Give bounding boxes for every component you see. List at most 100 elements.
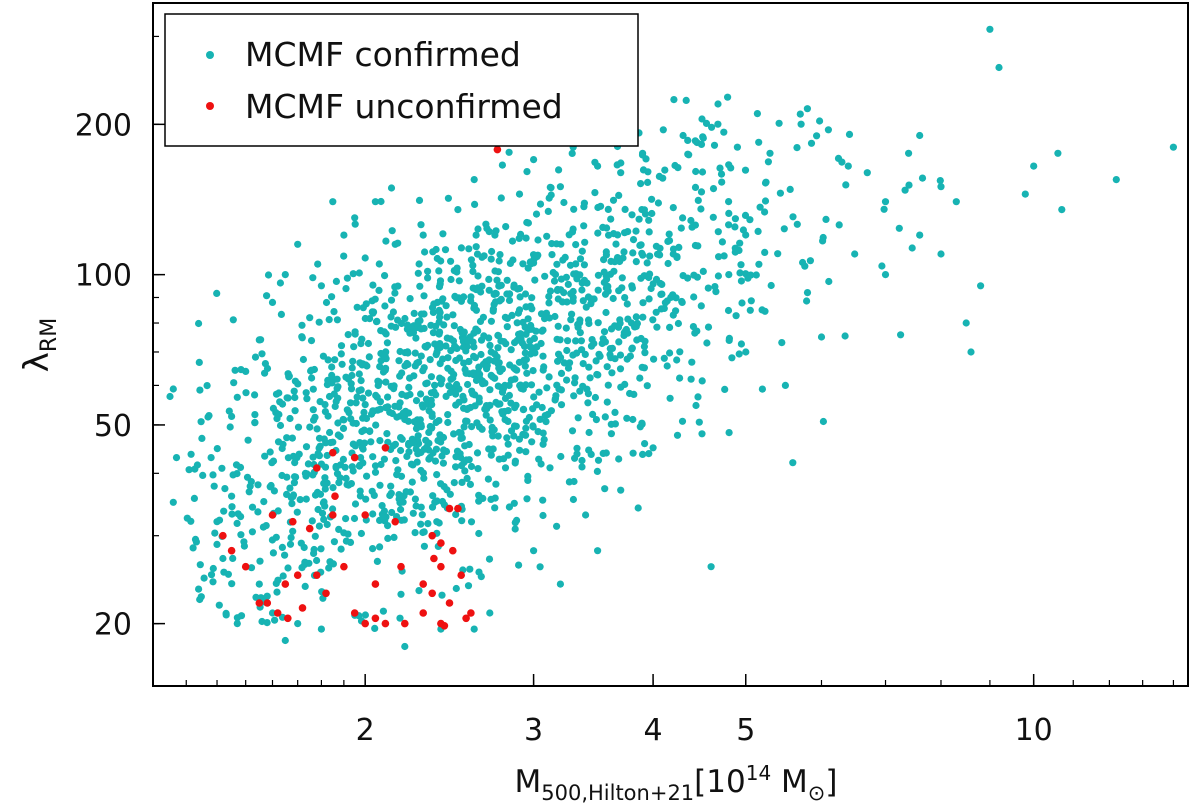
point-confirmed	[183, 514, 191, 522]
point-confirmed	[523, 369, 531, 377]
point-confirmed	[557, 401, 566, 409]
point-confirmed	[728, 354, 736, 362]
point-confirmed	[611, 408, 619, 416]
point-confirmed	[578, 463, 586, 471]
point-confirmed	[599, 335, 607, 343]
point-confirmed	[367, 438, 375, 446]
point-confirmed	[531, 349, 539, 357]
point-confirmed	[698, 168, 707, 176]
point-confirmed	[398, 435, 406, 443]
point-confirmed	[207, 571, 216, 579]
point-unconfirmed	[419, 580, 428, 588]
point-confirmed	[195, 585, 203, 593]
point-confirmed	[443, 334, 451, 342]
point-confirmed	[451, 342, 459, 350]
point-confirmed	[353, 393, 361, 401]
point-confirmed	[229, 316, 237, 324]
point-confirmed	[357, 454, 365, 462]
point-confirmed	[228, 492, 236, 500]
point-confirmed	[372, 421, 380, 429]
point-confirmed	[479, 380, 487, 388]
point-confirmed	[472, 325, 480, 333]
point-confirmed	[754, 227, 762, 235]
point-confirmed	[371, 462, 380, 470]
point-confirmed	[612, 240, 620, 248]
point-confirmed	[468, 387, 476, 395]
point-confirmed	[340, 252, 348, 260]
point-confirmed	[676, 374, 684, 382]
point-confirmed	[596, 352, 604, 360]
point-confirmed	[594, 319, 602, 327]
point-confirmed	[334, 383, 342, 391]
point-confirmed	[742, 231, 750, 239]
point-confirmed	[436, 309, 444, 317]
point-confirmed	[633, 336, 641, 344]
point-confirmed	[591, 393, 600, 402]
point-confirmed	[233, 519, 241, 528]
point-confirmed	[355, 387, 363, 395]
point-confirmed	[675, 243, 683, 251]
point-unconfirmed	[454, 504, 462, 513]
point-confirmed	[497, 281, 505, 289]
point-confirmed	[185, 466, 193, 474]
point-confirmed	[463, 474, 471, 482]
point-confirmed	[387, 313, 395, 321]
point-confirmed	[632, 258, 640, 266]
point-confirmed	[332, 277, 340, 285]
point-confirmed	[509, 256, 517, 264]
point-confirmed	[291, 407, 299, 415]
point-confirmed	[376, 437, 384, 445]
point-confirmed	[569, 287, 577, 296]
point-confirmed	[471, 402, 479, 410]
point-confirmed	[573, 444, 581, 452]
point-confirmed	[844, 162, 852, 170]
point-confirmed	[673, 253, 681, 262]
point-confirmed	[195, 319, 203, 328]
point-confirmed	[390, 382, 398, 390]
point-confirmed	[645, 228, 653, 236]
point-confirmed	[464, 337, 472, 345]
point-confirmed	[470, 352, 478, 360]
point-confirmed	[523, 495, 531, 503]
point-confirmed	[507, 346, 515, 354]
plot-frame	[152, 2, 1189, 687]
point-confirmed	[450, 322, 458, 330]
point-confirmed	[756, 203, 764, 211]
point-confirmed	[654, 199, 663, 207]
point-confirmed	[299, 355, 307, 364]
point-confirmed	[522, 234, 530, 242]
point-confirmed	[580, 276, 589, 284]
point-confirmed	[531, 276, 539, 284]
point-confirmed	[288, 434, 296, 442]
point-confirmed	[764, 158, 773, 166]
point-confirmed	[789, 459, 797, 467]
point-confirmed	[538, 403, 546, 412]
point-confirmed	[329, 198, 337, 206]
point-confirmed	[747, 297, 755, 305]
point-confirmed	[593, 467, 602, 475]
point-confirmed	[494, 332, 503, 340]
point-confirmed	[391, 289, 399, 297]
point-confirmed	[570, 392, 578, 400]
point-confirmed	[674, 319, 683, 328]
point-confirmed	[835, 221, 843, 229]
point-confirmed	[508, 237, 517, 245]
point-confirmed	[602, 251, 611, 259]
point-confirmed	[633, 319, 642, 328]
point-confirmed	[488, 428, 496, 436]
point-confirmed	[429, 492, 437, 500]
point-unconfirmed	[449, 546, 457, 555]
point-confirmed	[468, 423, 476, 431]
point-confirmed	[584, 399, 592, 407]
point-confirmed	[498, 388, 507, 396]
point-confirmed	[628, 345, 636, 353]
point-confirmed	[290, 387, 298, 395]
point-confirmed	[629, 249, 637, 257]
point-confirmed	[578, 286, 586, 294]
point-confirmed	[210, 482, 218, 490]
point-confirmed	[753, 110, 762, 118]
point-confirmed	[548, 251, 556, 259]
point-confirmed	[697, 302, 705, 310]
point-confirmed	[294, 423, 303, 431]
point-confirmed	[534, 236, 542, 244]
